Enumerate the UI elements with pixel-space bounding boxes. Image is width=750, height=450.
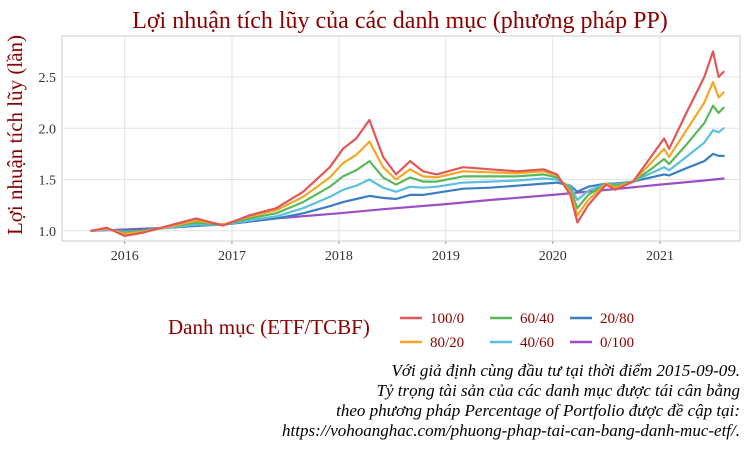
x-tick-label: 2018 [325, 249, 353, 264]
legend-label: 40/60 [520, 335, 554, 351]
y-tick-label: 1.0 [39, 225, 57, 240]
legend-item-20-80: 20/80 [570, 311, 634, 327]
legend-item-40-60: 40/60 [490, 335, 554, 351]
x-axis-ticks: 2016 2017 2018 2019 2020 2021 [111, 241, 674, 264]
legend-item-100-0: 100/0 [400, 311, 464, 327]
legend-label: 20/80 [600, 311, 634, 327]
y-tick-label: 2.5 [39, 71, 57, 86]
caption: Với giả định cùng đầu tư tại thời điểm 2… [282, 361, 740, 440]
y-axis-ticks: 1.0 1.5 2.0 2.5 [39, 71, 57, 240]
caption-line-4: https://vohoanghac.com/phuong-phap-tai-c… [282, 421, 740, 440]
series-line-100-0 [90, 50, 725, 237]
x-tick-label: 2017 [218, 249, 246, 264]
caption-line-1: Với giả định cùng đầu tư tại thời điểm 2… [392, 361, 741, 380]
x-tick-label: 2021 [646, 249, 674, 264]
x-tick-label: 2016 [111, 249, 139, 264]
chart-title: Lợi nhuận tích lũy của các danh mục (phư… [132, 8, 668, 34]
legend-item-80-20: 80/20 [400, 335, 464, 351]
legend-label: 80/20 [430, 335, 464, 351]
legend-item-0-100: 0/100 [570, 335, 634, 351]
x-tick-label: 2019 [432, 249, 460, 264]
plot-panel [61, 35, 741, 242]
legend-label: 100/0 [430, 311, 464, 327]
legend-label: 60/40 [520, 311, 554, 327]
series-lines [90, 50, 725, 237]
legend-title: Danh mục (ETF/TCBF) [168, 315, 370, 339]
y-axis-label: Lợi nhuận tích lũy (lần) [3, 35, 27, 235]
y-tick-label: 2.0 [39, 122, 57, 137]
caption-line-3: theo phương pháp Percentage of Portfolio… [336, 401, 740, 420]
legend-label: 0/100 [600, 335, 634, 351]
legend: 100/0 80/20 60/40 40/60 20/80 0/100 [400, 311, 634, 351]
x-tick-label: 2020 [539, 249, 567, 264]
caption-line-2: Tỷ trọng tài sản của các danh mục được t… [377, 381, 741, 400]
legend-item-60-40: 60/40 [490, 311, 554, 327]
y-tick-label: 1.5 [39, 174, 57, 189]
grid [62, 36, 740, 241]
